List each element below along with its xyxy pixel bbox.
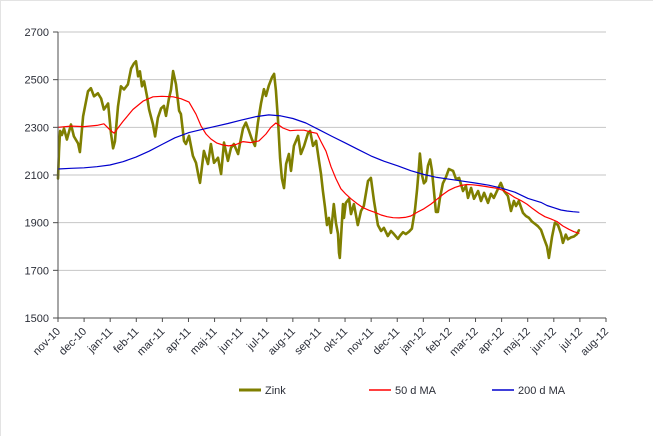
legend-label: 200 d MA [518,385,566,397]
y-axis-tick-label: 1700 [25,265,49,277]
data-series [56,60,581,260]
y-axis-tick-label: 2500 [25,75,49,87]
y-axis-tick-label: 2100 [25,170,49,182]
axes [53,31,607,322]
y-axis-tick-label: 2300 [25,122,49,134]
legend-label: Zink [265,385,286,397]
zink-price-line [56,60,581,260]
ma200-line [57,114,580,213]
y-axis-tick-label: 1500 [25,313,49,325]
legend: Zink 50 d MA 200 d MA [239,385,566,397]
legend-label: 50 d MA [395,385,437,397]
y-axis-labels: 1500 1700 1900 2100 2300 2500 2700 [25,27,49,325]
ma50-line [57,95,580,234]
y-axis-tick-label: 1900 [25,218,49,230]
y-axis-tick-label: 2700 [25,27,49,39]
